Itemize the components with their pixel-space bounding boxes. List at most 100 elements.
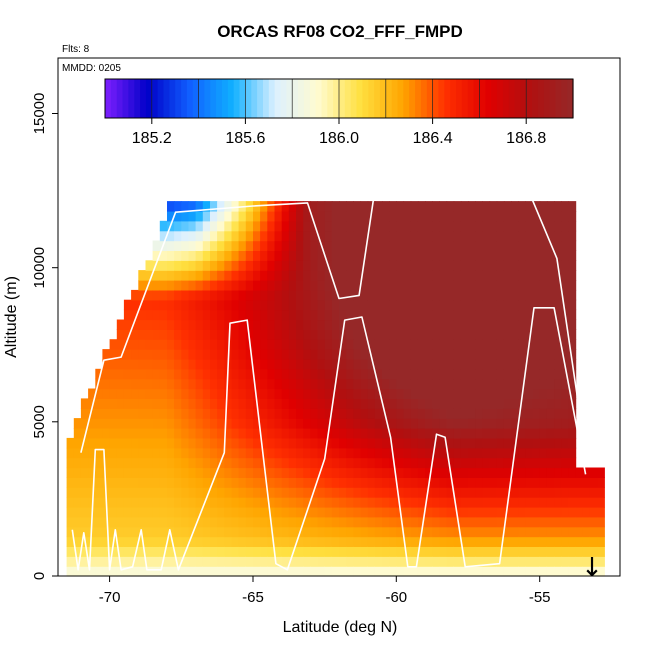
heatmap-cell bbox=[339, 536, 347, 547]
heatmap-cell bbox=[109, 487, 118, 498]
heatmap-cell bbox=[73, 506, 82, 518]
heatmap-cell bbox=[281, 220, 290, 232]
heatmap-cell bbox=[159, 467, 168, 478]
heatmap-cell bbox=[281, 497, 290, 508]
heatmap-cell bbox=[73, 467, 82, 478]
heatmap-cell bbox=[475, 201, 483, 212]
heatmap-cell bbox=[525, 526, 534, 538]
heatmap-cell bbox=[109, 556, 118, 567]
heatmap-cell bbox=[525, 378, 534, 390]
heatmap-cell bbox=[288, 418, 297, 429]
heatmap-cell bbox=[482, 566, 491, 577]
heatmap-cell bbox=[518, 210, 526, 222]
heatmap-cell bbox=[267, 497, 276, 508]
heatmap-cell bbox=[561, 497, 569, 508]
heatmap-cell bbox=[303, 368, 311, 380]
heatmap-cell bbox=[109, 428, 118, 439]
heatmap-cell bbox=[346, 526, 354, 538]
heatmap-cell bbox=[310, 566, 319, 577]
heatmap-cell bbox=[475, 497, 483, 508]
heatmap-cell bbox=[102, 566, 111, 577]
heatmap-cell bbox=[539, 280, 548, 291]
heatmap-cell bbox=[88, 447, 96, 459]
heatmap-cell bbox=[217, 260, 225, 271]
heatmap-cell bbox=[159, 398, 168, 409]
heatmap-cell bbox=[439, 230, 448, 242]
heatmap-cell bbox=[303, 230, 311, 242]
heatmap-cell bbox=[288, 280, 297, 291]
heatmap-cell bbox=[539, 418, 548, 429]
heatmap-cell bbox=[568, 447, 577, 459]
heatmap-cell bbox=[167, 536, 175, 547]
heatmap-cell bbox=[267, 358, 276, 370]
heatmap-cell bbox=[303, 428, 311, 439]
heatmap-cell bbox=[353, 358, 362, 370]
heatmap-cell bbox=[116, 457, 125, 469]
heatmap-cell bbox=[116, 447, 125, 459]
heatmap-cell bbox=[568, 506, 577, 518]
heatmap-cell bbox=[382, 319, 390, 330]
heatmap-cell bbox=[425, 388, 433, 399]
heatmap-cell bbox=[296, 260, 304, 271]
heatmap-cell bbox=[159, 497, 168, 508]
colorbar-swatch bbox=[263, 79, 270, 118]
heatmap-cell bbox=[468, 398, 476, 409]
heatmap-cell bbox=[532, 536, 541, 547]
heatmap-cell bbox=[109, 437, 118, 449]
heatmap-cell bbox=[123, 408, 132, 419]
heatmap-cell bbox=[317, 497, 326, 508]
heatmap-cell bbox=[353, 230, 362, 242]
colorbar-swatch bbox=[268, 79, 276, 118]
heatmap-cell bbox=[274, 260, 283, 271]
heatmap-cell bbox=[561, 250, 569, 261]
heatmap-cell bbox=[324, 487, 333, 498]
heatmap-cell bbox=[532, 437, 541, 449]
heatmap-cell bbox=[288, 240, 297, 251]
heatmap-cell bbox=[374, 378, 383, 390]
heatmap-cell bbox=[489, 398, 498, 409]
heatmap-cell bbox=[224, 487, 233, 498]
heatmap-cell bbox=[217, 526, 225, 538]
heatmap-cell bbox=[296, 378, 304, 390]
heatmap-cell bbox=[475, 398, 483, 409]
heatmap-cell bbox=[453, 526, 462, 538]
heatmap-cell bbox=[475, 270, 483, 281]
heatmap-cell bbox=[66, 556, 75, 567]
heatmap-cell bbox=[288, 506, 297, 518]
heatmap-cell bbox=[403, 210, 412, 222]
heatmap-cell bbox=[260, 467, 268, 478]
heatmap-cell bbox=[346, 368, 354, 380]
heatmap-cell bbox=[554, 487, 562, 498]
heatmap-cell bbox=[561, 388, 569, 399]
heatmap-cell bbox=[446, 398, 455, 409]
heatmap-cell bbox=[281, 260, 290, 271]
heatmap-cell bbox=[260, 240, 268, 251]
heatmap-cell bbox=[167, 546, 175, 557]
heatmap-cell bbox=[511, 487, 519, 498]
heatmap-cell bbox=[88, 477, 96, 488]
heatmap-cell bbox=[195, 428, 204, 439]
heatmap-cell bbox=[597, 536, 605, 547]
heatmap-cell bbox=[410, 398, 419, 409]
colorbar-swatch bbox=[485, 79, 492, 118]
heatmap-cell bbox=[152, 289, 161, 301]
heatmap-cell bbox=[324, 388, 333, 399]
heatmap-cell bbox=[159, 447, 168, 459]
heatmap-cell bbox=[210, 339, 218, 350]
heatmap-cell bbox=[181, 250, 190, 261]
heatmap-cell bbox=[482, 497, 491, 508]
heatmap-cell bbox=[181, 319, 190, 330]
x-tick-label: -60 bbox=[385, 589, 407, 606]
heatmap-cell bbox=[210, 240, 218, 251]
heatmap-cell bbox=[324, 467, 333, 478]
heatmap-cell bbox=[267, 329, 276, 340]
heatmap-cell bbox=[453, 349, 462, 360]
heatmap-cell bbox=[511, 506, 519, 518]
heatmap-cell bbox=[202, 487, 211, 498]
heatmap-cell bbox=[374, 289, 383, 301]
heatmap-cell bbox=[217, 339, 225, 350]
heatmap-cell bbox=[281, 280, 290, 291]
colorbar-swatch bbox=[116, 79, 124, 118]
heatmap-cell bbox=[410, 556, 419, 567]
heatmap-cell bbox=[503, 556, 512, 567]
